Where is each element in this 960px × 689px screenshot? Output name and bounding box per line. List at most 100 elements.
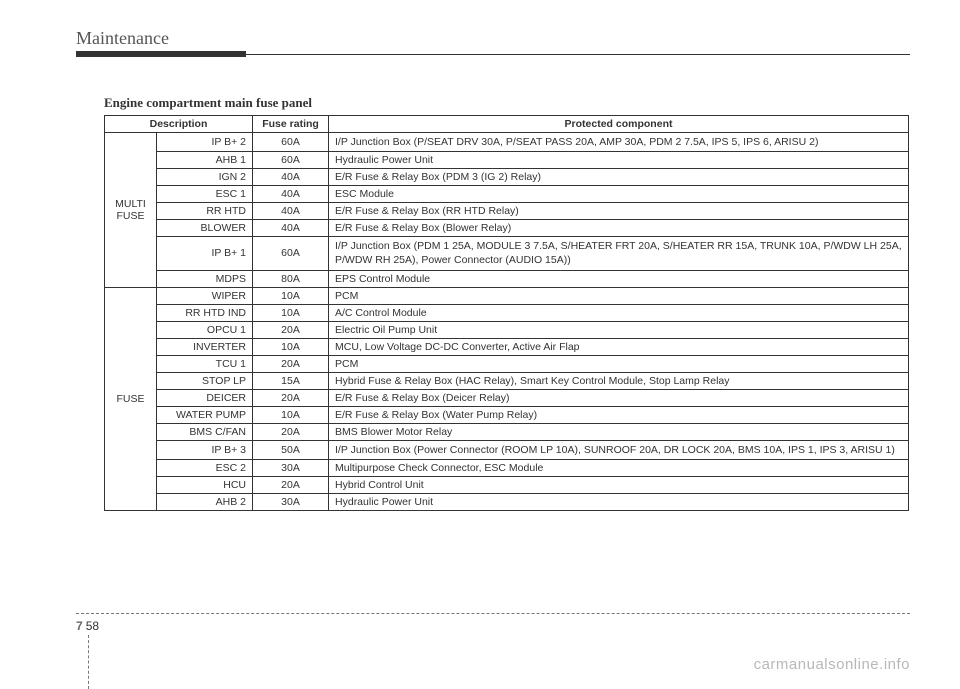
page-container: Maintenance Engine compartment main fuse… — [0, 0, 960, 689]
cell-protected: ESC Module — [329, 186, 909, 203]
cell-rating: 10A — [253, 338, 329, 355]
table-row: AHB 230AHydraulic Power Unit — [105, 493, 909, 510]
cell-rating: 40A — [253, 169, 329, 186]
cell-rating: 20A — [253, 423, 329, 440]
cell-protected: I/P Junction Box (PDM 1 25A, MODULE 3 7.… — [329, 237, 909, 270]
cell-rating: 60A — [253, 237, 329, 270]
cell-protected: E/R Fuse & Relay Box (PDM 3 (IG 2) Relay… — [329, 169, 909, 186]
table-row: MULTI FUSEIP B+ 260AI/P Junction Box (P/… — [105, 133, 909, 152]
cell-protected: PCM — [329, 287, 909, 304]
cell-description: ESC 1 — [157, 186, 253, 203]
table-row: TCU 120APCM — [105, 355, 909, 372]
cell-protected: E/R Fuse & Relay Box (Deicer Relay) — [329, 389, 909, 406]
table-row: IP B+ 350AI/P Junction Box (Power Connec… — [105, 440, 909, 459]
cell-description: TCU 1 — [157, 355, 253, 372]
cell-protected: Hybrid Control Unit — [329, 476, 909, 493]
cell-rating: 10A — [253, 304, 329, 321]
table-row: IP B+ 160AI/P Junction Box (PDM 1 25A, M… — [105, 237, 909, 270]
cell-description: IP B+ 2 — [157, 133, 253, 152]
cell-rating: 60A — [253, 152, 329, 169]
table-row: OPCU 120AElectric Oil Pump Unit — [105, 321, 909, 338]
table-row: BLOWER40AE/R Fuse & Relay Box (Blower Re… — [105, 220, 909, 237]
cell-rating: 10A — [253, 287, 329, 304]
cell-protected: Hydraulic Power Unit — [329, 493, 909, 510]
cell-rating: 30A — [253, 459, 329, 476]
cell-protected: Electric Oil Pump Unit — [329, 321, 909, 338]
cell-rating: 60A — [253, 133, 329, 152]
cell-description: WIPER — [157, 287, 253, 304]
header-rule — [76, 51, 910, 57]
table-row: DEICER20AE/R Fuse & Relay Box (Deicer Re… — [105, 389, 909, 406]
cell-description: INVERTER — [157, 338, 253, 355]
footer-dash-vertical — [88, 635, 89, 689]
table-body: MULTI FUSEIP B+ 260AI/P Junction Box (P/… — [105, 133, 909, 511]
cell-protected: A/C Control Module — [329, 304, 909, 321]
table-row: AHB 160AHydraulic Power Unit — [105, 152, 909, 169]
page-number: 58 — [86, 619, 99, 633]
table-row: ESC 230AMultipurpose Check Connector, ES… — [105, 459, 909, 476]
cell-rating: 20A — [253, 476, 329, 493]
table-row: IGN 240AE/R Fuse & Relay Box (PDM 3 (IG … — [105, 169, 909, 186]
table-row: STOP LP15AHybrid Fuse & Relay Box (HAC R… — [105, 372, 909, 389]
cell-description: IGN 2 — [157, 169, 253, 186]
cell-rating: 40A — [253, 203, 329, 220]
table-row: BMS C/FAN20ABMS Blower Motor Relay — [105, 423, 909, 440]
cell-protected: I/P Junction Box (P/SEAT DRV 30A, P/SEAT… — [329, 133, 909, 152]
rule-thin — [246, 54, 910, 55]
cell-description: WATER PUMP — [157, 406, 253, 423]
cell-protected: Hybrid Fuse & Relay Box (HAC Relay), Sma… — [329, 372, 909, 389]
cell-description: HCU — [157, 476, 253, 493]
cell-protected: MCU, Low Voltage DC-DC Converter, Active… — [329, 338, 909, 355]
chapter-number: 7 — [76, 619, 83, 633]
cell-description: AHB 1 — [157, 152, 253, 169]
col-rating: Fuse rating — [253, 116, 329, 133]
cell-rating: 20A — [253, 389, 329, 406]
cell-rating: 40A — [253, 220, 329, 237]
group-label: MULTI FUSE — [105, 133, 157, 288]
section-header: Maintenance — [76, 28, 910, 49]
table-row: HCU20AHybrid Control Unit — [105, 476, 909, 493]
cell-rating: 50A — [253, 440, 329, 459]
table-row: WATER PUMP10AE/R Fuse & Relay Box (Water… — [105, 406, 909, 423]
cell-rating: 20A — [253, 355, 329, 372]
fuse-table: Description Fuse rating Protected compon… — [104, 115, 909, 511]
watermark: carmanualsonline.info — [754, 656, 910, 673]
group-label: FUSE — [105, 287, 157, 510]
page-footer: 758 — [76, 613, 910, 635]
cell-protected: Hydraulic Power Unit — [329, 152, 909, 169]
cell-description: MDPS — [157, 270, 253, 287]
cell-rating: 40A — [253, 186, 329, 203]
cell-description: STOP LP — [157, 372, 253, 389]
cell-protected: E/R Fuse & Relay Box (Blower Relay) — [329, 220, 909, 237]
cell-rating: 30A — [253, 493, 329, 510]
table-row: RR HTD40AE/R Fuse & Relay Box (RR HTD Re… — [105, 203, 909, 220]
cell-description: ESC 2 — [157, 459, 253, 476]
cell-rating: 80A — [253, 270, 329, 287]
cell-description: BLOWER — [157, 220, 253, 237]
cell-protected: Multipurpose Check Connector, ESC Module — [329, 459, 909, 476]
table-title: Engine compartment main fuse panel — [104, 95, 910, 111]
cell-description: BMS C/FAN — [157, 423, 253, 440]
cell-description: RR HTD IND — [157, 304, 253, 321]
cell-description: RR HTD — [157, 203, 253, 220]
table-header-row: Description Fuse rating Protected compon… — [105, 116, 909, 133]
table-row: FUSEWIPER10APCM — [105, 287, 909, 304]
cell-rating: 10A — [253, 406, 329, 423]
col-protected: Protected component — [329, 116, 909, 133]
table-row: ESC 140AESC Module — [105, 186, 909, 203]
cell-protected: BMS Blower Motor Relay — [329, 423, 909, 440]
cell-protected: E/R Fuse & Relay Box (RR HTD Relay) — [329, 203, 909, 220]
table-row: MDPS80AEPS Control Module — [105, 270, 909, 287]
table-row: RR HTD IND10AA/C Control Module — [105, 304, 909, 321]
rule-thick — [76, 51, 246, 57]
cell-protected: EPS Control Module — [329, 270, 909, 287]
cell-description: DEICER — [157, 389, 253, 406]
cell-rating: 15A — [253, 372, 329, 389]
cell-description: IP B+ 1 — [157, 237, 253, 270]
cell-protected: I/P Junction Box (Power Connector (ROOM … — [329, 440, 909, 459]
cell-description: IP B+ 3 — [157, 440, 253, 459]
cell-description: AHB 2 — [157, 493, 253, 510]
cell-protected: E/R Fuse & Relay Box (Water Pump Relay) — [329, 406, 909, 423]
cell-description: OPCU 1 — [157, 321, 253, 338]
cell-rating: 20A — [253, 321, 329, 338]
